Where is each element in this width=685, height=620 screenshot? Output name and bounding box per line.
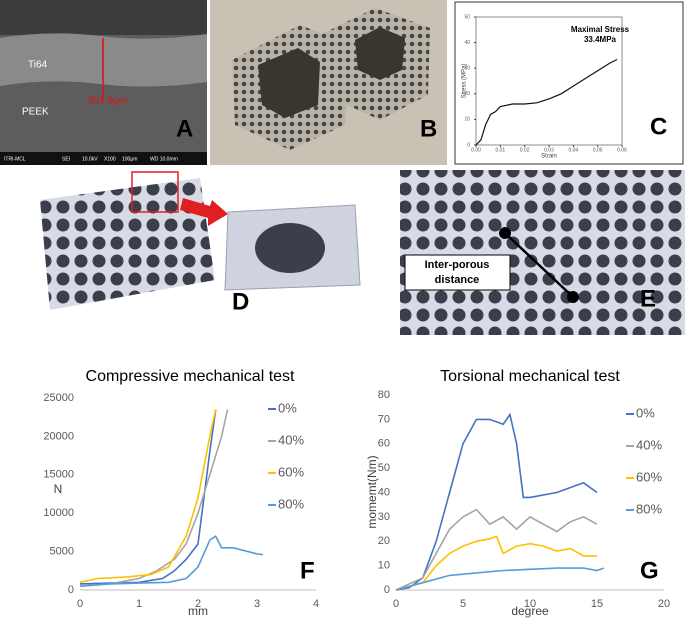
legend-label: 0%	[636, 405, 655, 420]
panel-a: Ti64 PEEK 301.9μm ITRI-MCL SEI 10.0kV X1…	[0, 0, 207, 165]
x-tick-label: 5	[460, 598, 466, 610]
x-axis-label: mm	[188, 604, 208, 618]
y-tick-label: 20	[464, 91, 470, 97]
y-tick-label: 30	[378, 511, 390, 523]
chart-title: Compressive mechanical test	[86, 368, 296, 385]
y-tick-label: 10	[378, 560, 390, 572]
y-tick-label: 20	[378, 535, 390, 547]
x-tick-label: 0.01	[495, 147, 505, 153]
info-text: ITRI-MCL	[4, 156, 26, 162]
x-tick-label: 0	[77, 598, 83, 610]
data-line	[79, 409, 229, 587]
info-text: 100μm	[122, 156, 137, 162]
legend-label: 0%	[278, 400, 297, 415]
y-tick-label: 10	[464, 117, 470, 123]
y-tick-label: 40	[378, 486, 390, 498]
x-tick-label: 15	[591, 598, 603, 610]
panel-letter: E	[640, 285, 656, 312]
x-axis-label: degree	[511, 604, 549, 618]
legend-label: 40%	[636, 437, 662, 452]
x-tick-label: 3	[254, 598, 260, 610]
x-tick-label: 0	[393, 598, 399, 610]
x-tick-label: 0.00	[471, 147, 481, 153]
legend-label: 60%	[636, 469, 662, 484]
info-text: WD 10.0mm	[150, 156, 178, 162]
x-tick-label: 0.06	[617, 147, 627, 153]
y-axis-label: Stress (MPa)	[462, 63, 468, 98]
y-tick-label: 30	[464, 66, 470, 72]
data-line	[395, 535, 597, 591]
y-tick-label: 25000	[43, 392, 74, 404]
layer-label: Ti64	[28, 60, 48, 71]
y-tick-label: 70	[378, 413, 390, 425]
legend-label: 40%	[278, 432, 304, 447]
info-text: SEI	[62, 156, 70, 162]
y-tick-label: 50	[464, 14, 470, 20]
data-line	[79, 409, 217, 585]
layer-label: PEEK	[22, 107, 49, 118]
x-tick-label: 0.04	[568, 147, 578, 153]
annotation: Maximal Stress	[571, 25, 630, 34]
panel-letter: C	[650, 113, 667, 140]
data-line	[79, 535, 264, 587]
annotation: 33.4MPa	[584, 35, 617, 44]
panel-e: Inter-porous distance E	[400, 170, 685, 335]
y-tick-label: 20000	[43, 430, 74, 442]
panel-b: B	[210, 0, 447, 165]
x-tick-label: 0.05	[593, 147, 603, 153]
x-tick-label: 1	[136, 598, 142, 610]
y-tick-label: 80	[378, 389, 390, 401]
y-tick-label: 0	[467, 142, 470, 148]
legend-label: 80%	[278, 496, 304, 511]
data-line	[395, 567, 604, 591]
y-tick-label: 0	[384, 584, 390, 596]
measurement: 301.9μm	[88, 96, 127, 107]
legend-label: 80%	[636, 501, 662, 516]
x-tick-label: 10	[524, 598, 536, 610]
y-tick-label: 10000	[43, 507, 74, 519]
y-axis-label: N	[54, 482, 63, 496]
x-tick-label: 4	[313, 598, 319, 610]
callout: distance	[435, 274, 480, 286]
info-text: 10.0kV	[82, 156, 98, 162]
y-tick-label: 15000	[43, 469, 74, 481]
y-tick-label: 0	[68, 584, 74, 596]
callout: Inter-porous	[425, 259, 490, 271]
data-line	[395, 508, 598, 591]
panel-d: D	[40, 171, 361, 315]
panel-letter: B	[420, 115, 437, 142]
data-line	[79, 409, 217, 584]
legend-label: 60%	[278, 464, 304, 479]
y-tick-label: 40	[464, 40, 470, 46]
chart-title: Torsional mechanical test	[440, 368, 620, 385]
x-tick-label: 0.03	[544, 147, 554, 153]
x-tick-label: 2	[195, 598, 201, 610]
panel-letter: A	[176, 115, 193, 142]
y-tick-label: 50	[378, 462, 390, 474]
x-tick-label: 0.02	[520, 147, 530, 153]
y-axis-label: momemt(Nm)	[365, 455, 379, 528]
y-tick-label: 60	[378, 438, 390, 450]
panel-c	[454, 1, 684, 165]
data-line	[475, 58, 618, 146]
x-axis-label: Strain	[541, 154, 557, 160]
data-line	[395, 412, 598, 591]
panel-letter: G	[640, 557, 659, 584]
x-tick-label: 20	[658, 598, 670, 610]
panel-letter: D	[232, 288, 249, 315]
panel-letter: F	[300, 557, 315, 584]
y-tick-label: 5000	[50, 546, 74, 558]
info-text: X100	[104, 156, 116, 162]
